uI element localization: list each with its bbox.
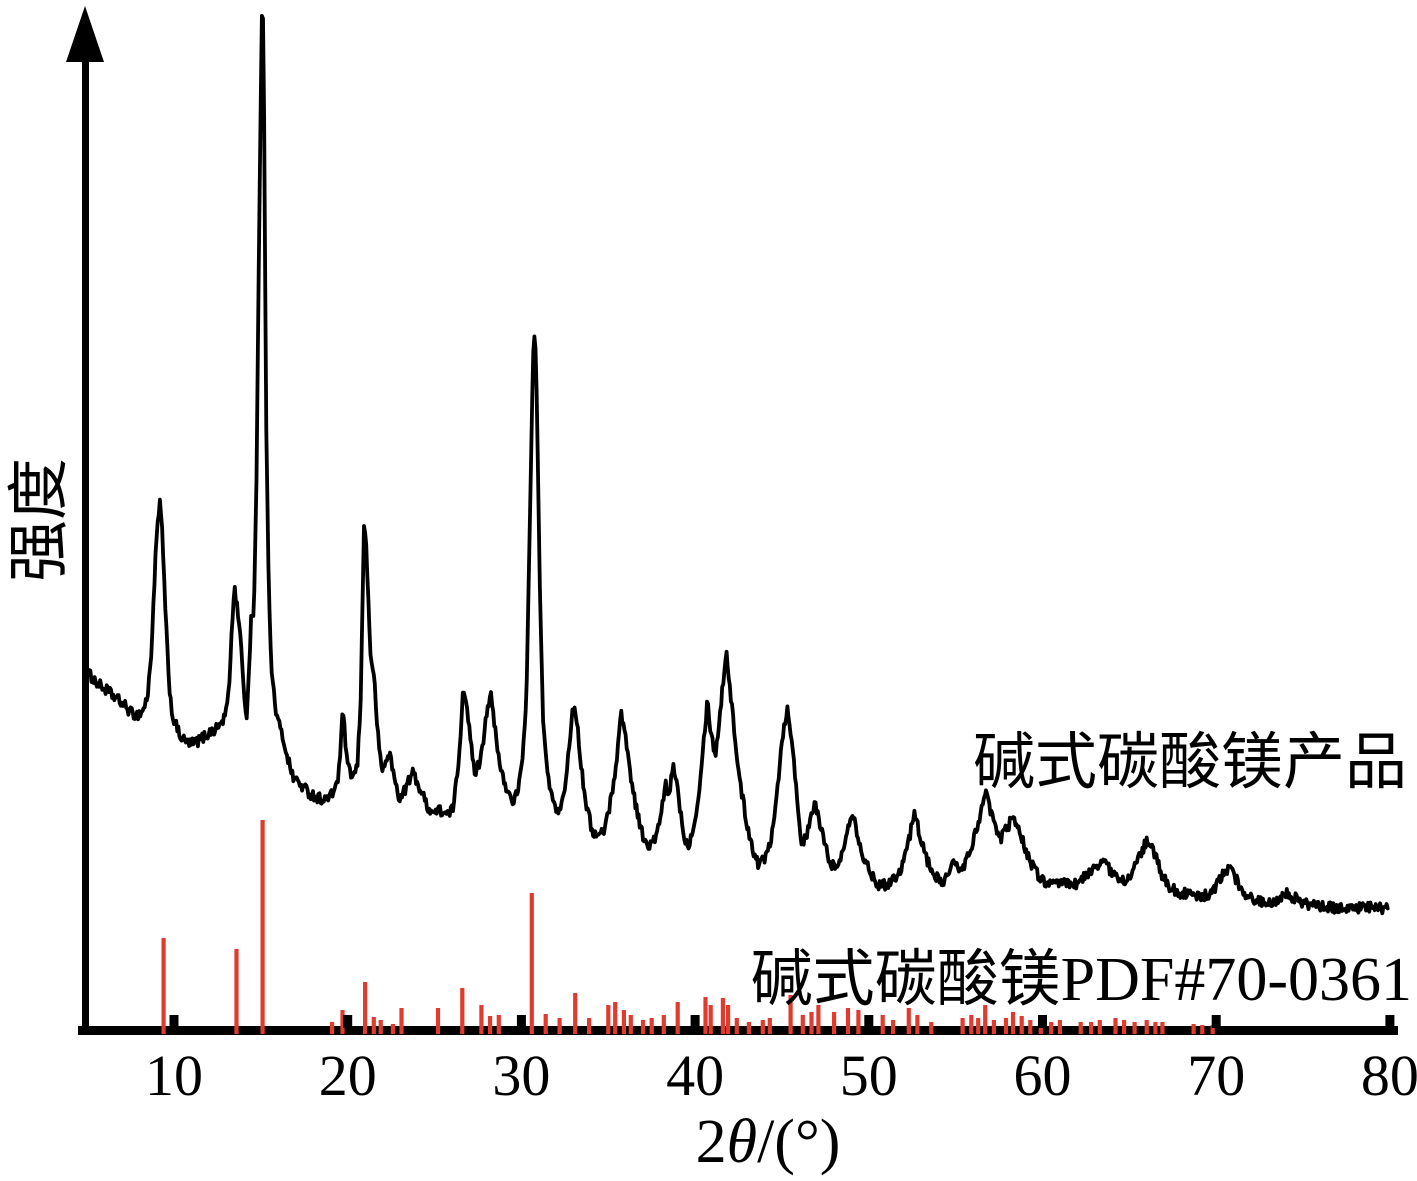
- x-axis-tick: [690, 1015, 700, 1028]
- x-tick-label: 60: [1014, 1043, 1072, 1108]
- y-axis-arrowhead: [66, 6, 104, 62]
- x-axis-tick: [1385, 1015, 1395, 1028]
- x-axis-tick: [343, 1015, 353, 1028]
- x-axis-ticks: [169, 1015, 1395, 1028]
- x-tick-label: 50: [840, 1043, 898, 1108]
- x-axis-tick-labels: 10 20 30 40 50 60 70 80: [145, 1043, 1417, 1108]
- x-axis-tick: [1038, 1015, 1047, 1028]
- sample-xrd-trace: [85, 13, 1390, 916]
- reference-stick-pattern: [161, 820, 1215, 1034]
- x-tick-label: 10: [145, 1043, 203, 1108]
- x-axis-title: 2θ/(°): [696, 1108, 841, 1176]
- x-axis-tick: [516, 1015, 526, 1028]
- x-axis-title-number: 2: [696, 1108, 727, 1176]
- x-axis-tick: [169, 1015, 179, 1028]
- x-tick-label: 30: [492, 1043, 550, 1108]
- sample-series-label: 碱式碳酸镁产品: [973, 729, 1407, 797]
- x-axis-tick: [1211, 1015, 1221, 1028]
- y-axis-line: [82, 48, 89, 1035]
- y-axis-title: 强度: [6, 458, 74, 582]
- x-tick-label: 40: [666, 1043, 724, 1108]
- x-axis-tick: [864, 1015, 874, 1028]
- x-tick-label: 70: [1187, 1043, 1245, 1108]
- x-tick-label: 80: [1361, 1043, 1417, 1108]
- x-axis-title-units: /(°): [757, 1108, 840, 1176]
- x-axis-title-theta: θ: [727, 1108, 757, 1176]
- reference-series-label: 碱式碳酸镁PDF#70-0361: [751, 946, 1412, 1014]
- sample-xrd-curve: [85, 13, 1390, 916]
- x-tick-label: 20: [319, 1043, 377, 1108]
